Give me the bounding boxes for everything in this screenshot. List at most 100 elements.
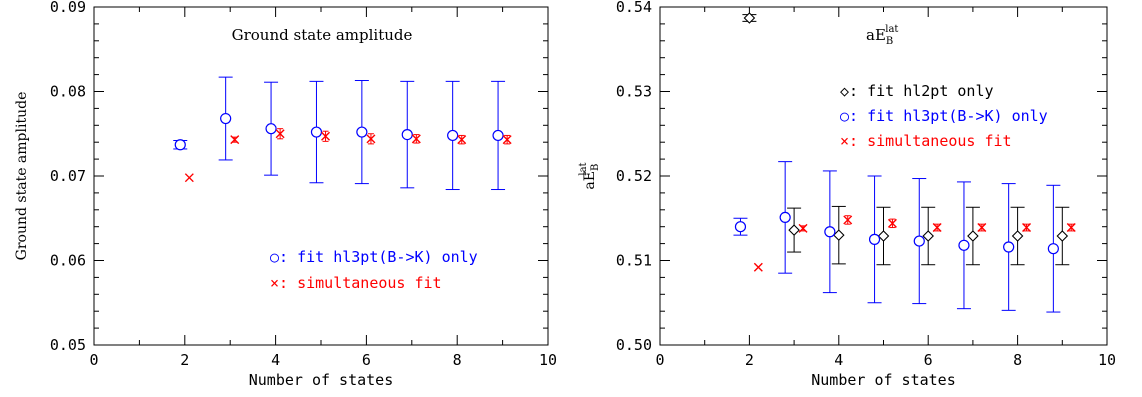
- data-point: [922, 230, 934, 242]
- y-axis-title-sup: lat: [578, 162, 589, 175]
- y-axis-title-main: aE: [582, 171, 598, 190]
- chart-panel-2: 0 2 4 6 8 10 0.50 0.51 0.52 0.53 0.54 Number of sta…: [578, 0, 1116, 389]
- x-tick-label: 6: [924, 351, 933, 369]
- x-tick-label: 2: [180, 351, 189, 369]
- series-1: [742, 12, 1070, 266]
- y-tick-label: 0.05: [50, 336, 86, 354]
- legend-symbol: ×:: [270, 274, 297, 292]
- data-point: [734, 221, 747, 233]
- legend-symbol: ◇:: [840, 82, 867, 100]
- data-point: [977, 223, 987, 233]
- data-point: [913, 235, 925, 247]
- x-axis-title: Number of states: [249, 371, 394, 389]
- chart-title-sup: lat: [885, 24, 898, 35]
- y-axis-title: Ground state amplitude: [14, 92, 30, 261]
- legend-symbol: ○:: [270, 248, 297, 266]
- legend-label: simultaneous fit: [297, 274, 442, 292]
- y-tick-label: 0.52: [616, 167, 652, 185]
- legend-label: fit hl2pt only: [867, 82, 993, 100]
- data-point: [265, 123, 277, 135]
- y-axis-title: aEBlat: [578, 162, 601, 189]
- data-point: [743, 12, 756, 24]
- legend-label: fit hl3pt(B->K) only: [297, 248, 478, 266]
- data-point: [967, 230, 979, 242]
- x-tick-label: 0: [89, 351, 98, 369]
- data-point: [502, 135, 512, 145]
- data-point: [184, 173, 194, 183]
- legend-label: fit hl3pt(B->K) only: [867, 107, 1048, 125]
- series-1: [173, 76, 506, 191]
- data-point: [1056, 230, 1069, 242]
- chart-title: aEBlat: [866, 24, 898, 47]
- series-2: [184, 128, 512, 183]
- y-tick-label: 0.07: [50, 167, 86, 185]
- data-point: [798, 223, 808, 233]
- data-point: [788, 224, 800, 236]
- data-point: [887, 218, 897, 228]
- legend-entry: ○: fit hl3pt(B->K) only: [840, 107, 1048, 125]
- x-tick-label: 10: [539, 351, 557, 369]
- y-tick-label: 0.08: [50, 83, 86, 101]
- chart-title: Ground state amplitude: [232, 26, 413, 44]
- data-point: [877, 230, 890, 242]
- data-point: [1022, 223, 1032, 233]
- data-point: [220, 112, 232, 125]
- data-point: [1011, 230, 1024, 242]
- legend: ○: fit hl3pt(B->K) only×: simultaneous f…: [270, 248, 478, 292]
- y-tick-label: 0.06: [50, 252, 86, 270]
- data-point: [411, 134, 421, 144]
- data-point: [174, 139, 186, 151]
- chart-title-main: aE: [866, 26, 886, 44]
- data-point: [447, 129, 459, 142]
- data-point: [356, 126, 368, 138]
- data-point: [843, 215, 853, 225]
- x-tick-label: 10: [1098, 351, 1116, 369]
- x-tick-label: 8: [1013, 351, 1022, 369]
- x-tick-label: 6: [362, 351, 371, 369]
- y-axis-title-sub: B: [590, 164, 601, 171]
- data-point: [932, 223, 942, 233]
- y-tick-label: 0.51: [616, 252, 652, 270]
- legend-entry: ×: simultaneous fit: [270, 274, 442, 292]
- data-point: [401, 128, 413, 141]
- y-tick-label: 0.53: [616, 83, 652, 101]
- y-tick-label: 0.50: [616, 336, 652, 354]
- legend-symbol: ○:: [840, 107, 867, 125]
- legend-label: simultaneous fit: [867, 132, 1012, 150]
- data-point: [868, 233, 881, 245]
- data-point: [753, 262, 763, 272]
- x-tick-label: 4: [834, 351, 843, 369]
- chart-panel-1: 0 2 4 6 8 10 0.05 0.06 0.07 0.08 0.09 Number of sta…: [14, 0, 557, 389]
- data-point: [833, 229, 845, 241]
- x-axis-title: Number of states: [811, 371, 956, 389]
- legend-symbol: ×:: [840, 132, 867, 150]
- data-point: [492, 129, 504, 142]
- data-point: [321, 131, 331, 141]
- chart-title-sub: B: [886, 36, 893, 47]
- x-tick-label: 8: [453, 351, 462, 369]
- data-point: [1047, 243, 1059, 255]
- x-tick-label: 2: [745, 351, 754, 369]
- data-point: [1003, 241, 1015, 253]
- plot-frame: [659, 6, 1108, 346]
- plot-frame: [93, 6, 549, 346]
- data-point: [1066, 223, 1076, 233]
- y-tick-label: 0.09: [50, 0, 86, 16]
- data-point: [958, 239, 970, 251]
- data-point: [310, 126, 323, 138]
- legend-entry: ×: simultaneous fit: [840, 132, 1012, 150]
- data-point: [824, 226, 836, 238]
- series-2: [733, 161, 1061, 313]
- data-point: [366, 134, 376, 144]
- legend-entry: ○: fit hl3pt(B->K) only: [270, 248, 478, 266]
- x-tick-label: 4: [271, 351, 280, 369]
- legend-entry: ◇: fit hl2pt only: [840, 82, 994, 100]
- legend: ◇: fit hl2pt only○: fit hl3pt(B->K) only…: [840, 82, 1048, 150]
- x-tick-label: 0: [655, 351, 664, 369]
- data-point: [275, 129, 285, 139]
- y-tick-label: 0.54: [616, 0, 652, 16]
- series-3: [753, 215, 1076, 272]
- data-point: [779, 211, 791, 224]
- data-point: [457, 135, 467, 145]
